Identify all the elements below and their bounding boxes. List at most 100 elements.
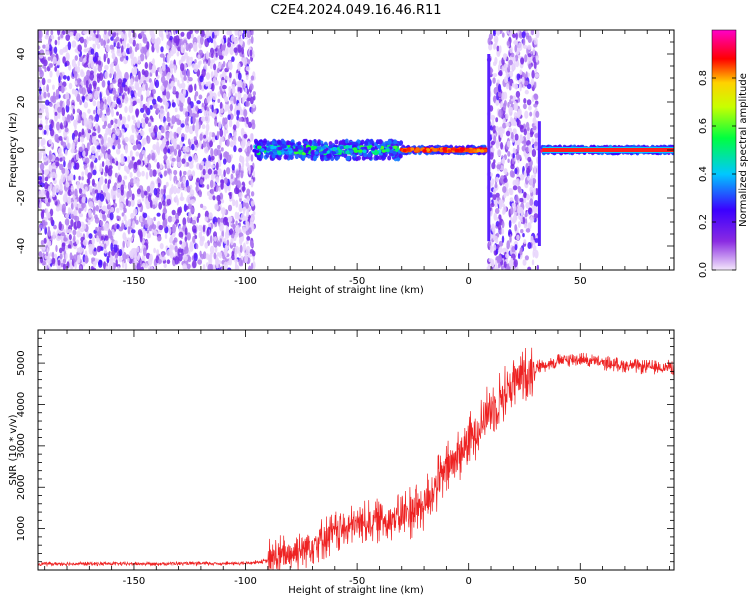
noise-cell [56,69,60,78]
noise-cell [179,176,183,183]
noise-cell [59,253,63,260]
noise-cell [214,246,218,253]
noise-cell [47,230,51,236]
noise-cell [186,185,191,193]
noise-cell [173,148,178,156]
noise-cell [215,176,220,184]
noise-cell [146,200,149,205]
noise-cell [196,177,200,183]
noise-cell [42,222,46,230]
noise-cell [174,250,178,256]
noise-cell [227,103,230,112]
noise-cell [167,52,172,59]
noise-cell [238,162,241,170]
noise-cell [109,44,114,50]
noise-cell [209,140,213,148]
carrier-core [415,147,420,151]
noise-cell [100,246,104,251]
noise-cell [231,164,235,171]
noise-cell [73,254,78,263]
noise-cell [136,143,142,150]
noise-cell [116,207,120,214]
noise-cell [499,132,504,139]
carrier-core [465,148,471,152]
noise-cell [220,108,224,114]
noise-cell [246,195,250,203]
noise-cell [186,31,191,40]
noise-cell [527,156,532,162]
noise-cell [190,206,195,214]
noise-cell [513,259,518,268]
noise-cell [39,182,45,188]
noise-cell [150,132,155,138]
noise-cell [137,199,141,205]
noise-cell [124,32,128,42]
noise-cell [489,172,493,177]
noise-cell [178,253,183,262]
noise-cell [208,154,212,163]
noise-cell [80,136,85,143]
noise-cell [237,62,241,72]
noise-cell [137,229,143,236]
noise-cell [217,91,221,97]
noise-cell [122,240,125,249]
noise-cell [50,30,54,36]
noise-cell [105,52,109,59]
noise-cell [217,168,222,177]
noise-cell [132,145,138,151]
carrier-halo [326,153,331,159]
noise-cell [101,113,106,122]
noise-cell [59,178,63,187]
noise-cell [173,141,178,149]
noise-cell [240,170,244,179]
noise-cell [533,141,538,147]
noise-cell [523,128,527,136]
noise-cell [503,91,508,100]
noise-cell [235,220,238,226]
noise-cell [136,246,140,253]
noise-cell [216,130,220,140]
noise-cell [177,248,180,256]
noise-cell [533,93,538,100]
noise-cell [216,263,219,269]
noise-cell [210,155,215,161]
noise-cell [250,178,254,188]
noise-cell [198,231,203,239]
noise-cell [192,235,196,244]
noise-cell [247,164,251,171]
noise-cell [173,131,177,139]
carrier-core [268,151,274,155]
noise-cell [114,30,120,33]
noise-cell [194,139,198,146]
noise-cell [63,160,66,168]
noise-cell [160,85,165,92]
noise-cell [243,133,248,139]
noise-cell [143,113,147,119]
noise-cell [107,80,111,86]
noise-cell [166,91,171,100]
noise-cell [533,81,537,89]
noise-cell [498,246,503,254]
noise-cell [217,145,221,150]
carrier-core [345,150,350,155]
carrier-core [422,149,427,153]
noise-cell [99,91,102,101]
noise-cell [77,44,82,52]
noise-cell [223,216,228,223]
noise-cell [515,178,520,187]
noise-cell [211,82,215,92]
noise-cell [166,116,171,123]
noise-cell [205,30,211,39]
noise-cell [100,38,104,46]
noise-cell [205,51,209,60]
carrier-core [381,149,386,153]
noise-cell [182,90,186,98]
noise-cell [117,118,121,127]
noise-cell [133,56,136,66]
carrier-core [455,148,460,153]
noise-cell [196,100,201,105]
carrier-halo [344,138,349,144]
noise-cell [497,127,501,136]
noise-cell [237,82,241,88]
noise-cell [101,145,106,154]
